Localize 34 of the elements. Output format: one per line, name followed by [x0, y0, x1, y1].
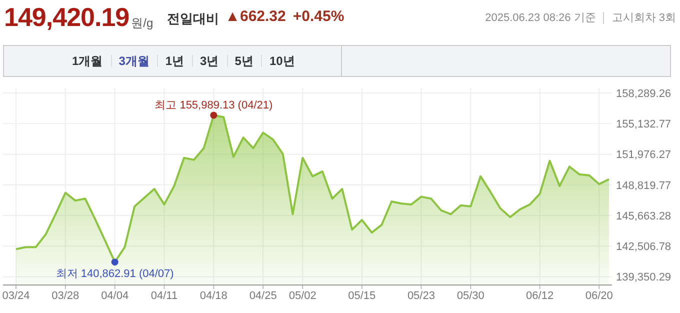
text: 10년	[269, 53, 295, 70]
x-tick-label: 05/15	[348, 290, 376, 302]
x-tick-label: 04/25	[249, 290, 277, 302]
x-tick-label: 06/20	[585, 290, 613, 302]
y-tick-label: 155,132.77	[616, 118, 672, 131]
x-tick-label: 04/11	[150, 290, 178, 302]
annotation: 최고 155,989.13 (04/21)	[154, 99, 273, 112]
text: ▲662.32	[225, 8, 286, 25]
y-tick-label: 148,819.77	[616, 180, 672, 192]
annotation: 최저 140,862.91 (04/07)	[56, 268, 174, 280]
text: 3년	[200, 53, 219, 70]
y-tick-label: 139,350.29	[616, 272, 672, 284]
text: 3개월	[118, 53, 150, 70]
x-tick-label: 03/24	[2, 290, 30, 302]
chart-title: 149,420.19	[4, 2, 130, 33]
x-tick-label: 05/23	[407, 290, 435, 302]
x-tick-label: 04/04	[101, 290, 129, 302]
y-tick-label: 142,506.78	[616, 241, 672, 254]
y-tick-label: 158,289.26	[616, 88, 672, 100]
y-tick-label: 151,976.27	[616, 149, 672, 162]
text: 원/g	[131, 15, 154, 32]
text: 1개월	[72, 53, 103, 70]
x-tick-label: 06/12	[526, 290, 554, 302]
text: 전일대비	[167, 10, 220, 28]
text: 고시회차 3회	[612, 11, 676, 25]
x-tick-label: 05/02	[288, 290, 316, 302]
text: 2025.06.23 08:26 기준	[485, 11, 596, 25]
x-tick-label: 05/30	[456, 290, 484, 302]
text: +0.45%	[292, 8, 344, 25]
y-tick-label: 145,663.28	[616, 210, 672, 222]
x-tick-label: 03/28	[52, 290, 80, 302]
text: 5년	[234, 53, 254, 70]
text: 1년	[165, 53, 184, 70]
x-tick-label: 04/18	[200, 290, 228, 302]
